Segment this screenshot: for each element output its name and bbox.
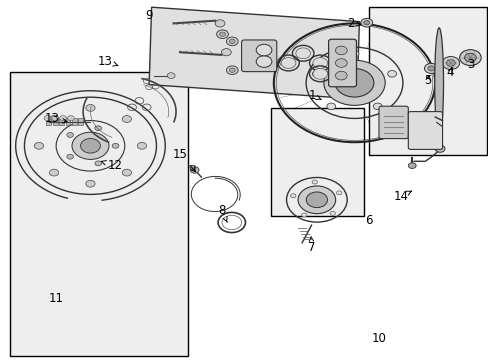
Bar xyxy=(78,118,83,125)
Circle shape xyxy=(226,66,238,75)
Circle shape xyxy=(86,104,95,111)
Text: 1: 1 xyxy=(307,89,321,102)
Text: 7: 7 xyxy=(307,237,315,254)
Circle shape xyxy=(301,213,306,217)
Circle shape xyxy=(312,71,321,77)
FancyBboxPatch shape xyxy=(407,112,442,149)
Text: 13: 13 xyxy=(98,55,118,68)
Circle shape xyxy=(256,44,271,56)
Circle shape xyxy=(387,71,396,77)
Text: 2: 2 xyxy=(346,17,360,30)
Text: 12: 12 xyxy=(101,159,122,172)
Circle shape xyxy=(216,30,228,39)
Circle shape xyxy=(334,68,373,97)
Circle shape xyxy=(360,18,372,27)
Circle shape xyxy=(335,46,346,55)
FancyBboxPatch shape xyxy=(241,40,276,72)
Bar xyxy=(46,118,51,125)
Circle shape xyxy=(407,163,415,168)
Circle shape xyxy=(229,68,235,72)
Circle shape xyxy=(67,132,73,138)
Text: 10: 10 xyxy=(371,332,386,345)
Circle shape xyxy=(335,59,346,67)
Circle shape xyxy=(52,116,59,121)
Circle shape xyxy=(219,32,225,36)
Circle shape xyxy=(49,169,59,176)
Circle shape xyxy=(226,37,238,46)
Bar xyxy=(53,118,58,125)
Circle shape xyxy=(122,116,131,122)
Circle shape xyxy=(112,143,119,148)
Bar xyxy=(72,118,77,125)
Bar xyxy=(65,118,70,125)
Text: 6: 6 xyxy=(365,214,372,227)
Circle shape xyxy=(312,58,327,68)
Circle shape xyxy=(34,143,43,149)
Circle shape xyxy=(372,103,382,109)
Circle shape xyxy=(256,56,271,67)
Polygon shape xyxy=(149,7,359,99)
Text: 4: 4 xyxy=(445,66,453,78)
Circle shape xyxy=(424,63,437,73)
Circle shape xyxy=(67,154,73,159)
Circle shape xyxy=(329,211,335,215)
Circle shape xyxy=(363,21,369,25)
Circle shape xyxy=(305,192,327,208)
Circle shape xyxy=(326,103,335,109)
Circle shape xyxy=(323,60,385,105)
Circle shape xyxy=(215,20,224,27)
Circle shape xyxy=(67,116,74,121)
Text: 14: 14 xyxy=(393,190,411,203)
Bar xyxy=(271,108,364,216)
Circle shape xyxy=(459,50,480,66)
Text: 5: 5 xyxy=(423,75,431,87)
Circle shape xyxy=(298,186,335,213)
FancyBboxPatch shape xyxy=(378,106,407,139)
Text: 8: 8 xyxy=(218,204,227,222)
FancyBboxPatch shape xyxy=(328,39,356,87)
Bar xyxy=(59,118,64,125)
Circle shape xyxy=(95,161,102,166)
Circle shape xyxy=(86,180,95,187)
Circle shape xyxy=(229,39,235,44)
Text: 11: 11 xyxy=(49,292,63,305)
Circle shape xyxy=(446,60,454,66)
Circle shape xyxy=(167,73,175,78)
Circle shape xyxy=(122,169,131,176)
Ellipse shape xyxy=(434,28,443,138)
Circle shape xyxy=(189,165,195,170)
Circle shape xyxy=(427,66,434,71)
Circle shape xyxy=(290,194,295,198)
Circle shape xyxy=(60,116,66,121)
Circle shape xyxy=(44,116,51,121)
Text: 3: 3 xyxy=(466,58,473,71)
Circle shape xyxy=(221,49,231,56)
Bar xyxy=(368,7,486,155)
Circle shape xyxy=(295,48,310,59)
Circle shape xyxy=(72,132,109,159)
Text: 15: 15 xyxy=(172,148,195,172)
Circle shape xyxy=(434,145,444,152)
Bar xyxy=(10,72,188,356)
Circle shape xyxy=(311,180,317,184)
Circle shape xyxy=(349,50,358,57)
Text: 13: 13 xyxy=(44,112,67,125)
Circle shape xyxy=(281,58,295,68)
Circle shape xyxy=(312,68,327,79)
Circle shape xyxy=(441,57,459,69)
Circle shape xyxy=(464,53,475,62)
Circle shape xyxy=(49,116,59,122)
Circle shape xyxy=(336,191,341,195)
Circle shape xyxy=(190,167,199,173)
Circle shape xyxy=(137,143,146,149)
Circle shape xyxy=(335,71,346,80)
Circle shape xyxy=(95,126,102,131)
Text: 9: 9 xyxy=(145,9,153,22)
Circle shape xyxy=(81,139,100,153)
